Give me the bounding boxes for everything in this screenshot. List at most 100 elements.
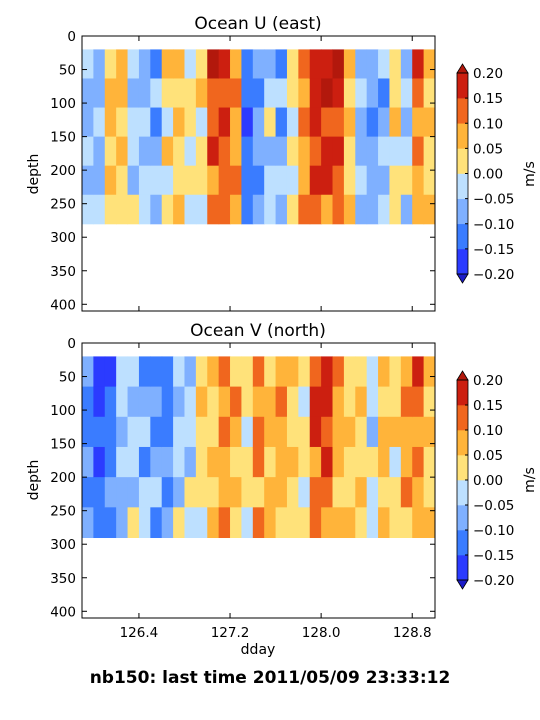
heatmap-cell [138,416,151,448]
heatmap-cell [355,136,368,167]
heatmap-cell [332,507,345,539]
heatmap-cell [366,49,379,79]
heatmap-cell [207,477,220,508]
heatmap-cell [138,78,151,109]
heatmap-cell [321,194,334,225]
heatmap-cell [378,165,390,196]
colorbar-segment [457,430,468,456]
heatmap-cell [138,446,151,478]
heatmap-cell [218,416,231,448]
heatmap-cell [184,386,197,418]
heatmap-cell [127,416,140,448]
heatmap-cell [82,386,94,418]
heatmap-cell [423,416,436,448]
colorbar-segment [457,248,468,275]
heatmap-cell [138,507,151,539]
heatmap-cell [400,194,413,225]
heatmap-cell [298,107,311,138]
heatmap-cell [104,78,117,109]
heatmap-cell [355,477,368,508]
heatmap-cell [400,386,413,418]
heatmap-cell [355,386,368,418]
colorbar-tick-label: 0.15 [473,91,503,107]
heatmap-cell [355,49,368,79]
heatmap-cell [423,356,436,388]
heatmap-cell [332,165,345,196]
heatmap-cell [332,386,345,418]
heatmap-cell [275,446,288,478]
panel-ocean-u: Ocean U (east) 050100150200250300350400 … [26,14,538,313]
plot-frame [81,342,436,619]
heatmap-cell [264,446,277,478]
plot-area [81,35,436,312]
heatmap-cell [218,477,231,508]
heatmap-cell [127,477,140,508]
heatmap-cell [104,49,117,79]
heatmap-cell [252,165,265,196]
heatmap-cell [321,507,334,539]
heatmap-cell [275,507,288,539]
heatmap-cell [252,107,265,138]
heatmap-cell [378,416,390,448]
heatmap-cell [184,49,197,79]
heatmap-cell [161,356,174,388]
colorbar-tick-label: 0.20 [473,66,503,82]
heatmap-cell [82,136,94,167]
heatmap-cell [241,165,254,196]
heatmap-cell [400,507,413,539]
heatmap-cell [355,416,368,448]
heatmap-cell [230,107,242,138]
heatmap-cell [161,446,174,478]
heatmap-cell [93,165,106,196]
heatmap-cell [412,107,425,138]
heatmap-cell [241,136,254,167]
heatmap-cell [82,49,94,79]
heatmap-cell [161,477,174,508]
heatmap-cell [127,194,140,225]
colorbar-extend-high [456,63,469,74]
heatmap-cell [332,194,345,225]
colorbar-label: m/s [522,467,538,493]
y-tick-label: 200 [50,163,76,179]
heatmap-cell [412,165,425,196]
heatmap-cell [241,507,254,539]
colorbar-tick-label: −0.05 [473,192,514,208]
heatmap-cell [378,107,390,138]
heatmap-cell [195,136,208,167]
colorbar-tick-label: −0.10 [473,217,514,233]
heatmap-cell [423,107,436,138]
heatmap-cell [150,49,163,79]
heatmap-cell [218,507,231,539]
heatmap-cell [309,194,322,225]
heatmap-cell [412,194,425,225]
heatmap-cell [161,165,174,196]
heatmap-cell [389,446,402,478]
heatmap-cell [400,356,413,388]
heatmap-cell [184,136,197,167]
heatmap-cell [93,477,106,508]
heatmap-cell [275,194,288,225]
heatmap-cell [400,136,413,167]
heatmap-cell [400,165,413,196]
x-axis [138,36,413,311]
heatmap-cell [343,136,356,167]
y-tick-label: 250 [50,197,76,213]
heatmap-cell [400,416,413,448]
heatmap-cell [264,107,277,138]
heatmap-cell [93,194,106,225]
heatmap-cell [400,446,413,478]
heatmap-cell [150,386,163,418]
heatmap-cell [173,356,185,388]
heatmap-cell [116,165,129,196]
heatmap-cell [286,446,299,478]
y-tick-label: 0 [67,29,76,45]
heatmap-cell [275,107,288,138]
heatmap-cell [138,165,151,196]
heatmap-cell [298,386,311,418]
heatmap-cell [252,446,265,478]
heatmap-cell [275,386,288,418]
heatmap-cell [275,136,288,167]
heatmap-cell [264,165,277,196]
heatmap-cell [264,49,277,79]
